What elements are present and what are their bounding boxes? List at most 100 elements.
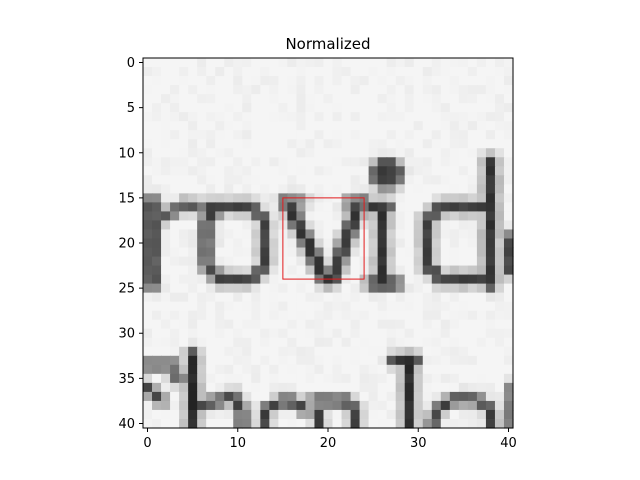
heatmap-cell [242,418,252,429]
heatmap-cell [269,274,279,285]
heatmap-cell [314,337,325,348]
heatmap-cell [179,274,189,285]
heatmap-cell [485,103,496,113]
heatmap-cell [305,310,316,321]
heatmap-cell [368,112,379,122]
heatmap-cell [305,103,316,113]
heatmap-cell [485,130,496,140]
heatmap-cell [269,58,279,68]
heatmap-cell [188,283,198,294]
heatmap-cell [386,85,397,95]
y-tick-label: 30 [118,327,135,342]
heatmap-cell [395,292,406,303]
heatmap-cell [206,103,216,113]
heatmap-cell [224,220,234,231]
heatmap-cell [458,319,469,330]
heatmap-cell [260,337,270,348]
heatmap-cell [251,139,261,149]
heatmap-cell [467,211,478,222]
heatmap-cell [206,130,216,140]
heatmap-cell [494,211,505,222]
heatmap-cell [170,400,180,411]
heatmap-cell [269,301,279,312]
heatmap-cell [314,166,325,176]
heatmap-cell [143,67,153,77]
heatmap-cell [332,139,343,149]
heatmap-cell [422,256,433,267]
heatmap-cell [404,166,415,176]
heatmap-cell [494,148,505,158]
heatmap-cell [422,121,433,131]
heatmap-cell [296,283,307,294]
heatmap-cell [161,112,171,122]
heatmap-cell [431,229,442,240]
heatmap-cell [314,247,325,258]
heatmap-cell [188,238,198,249]
heatmap-cell [233,103,243,113]
heatmap-cell [161,220,171,231]
heatmap-cell [287,175,298,185]
heatmap-cell [485,157,496,167]
heatmap-cell [431,355,442,366]
heatmap-cell [215,355,225,366]
heatmap-cell [242,409,252,420]
heatmap-cell [341,166,352,176]
heatmap-cell [404,364,415,375]
heatmap-cell [287,256,298,267]
heatmap-cell [386,220,397,231]
heatmap-cell [368,283,379,294]
heatmap-cell [269,220,279,231]
heatmap-cell [359,337,370,348]
heatmap-cell [188,130,198,140]
heatmap-cell [161,184,171,194]
heatmap-cell [197,211,207,222]
heatmap-cell [188,58,198,68]
heatmap-cell [314,139,325,149]
heatmap-cell [197,265,207,276]
heatmap-cell [179,328,189,339]
heatmap-cell [287,382,298,393]
heatmap-cell [206,409,216,420]
heatmap-cell [404,157,415,167]
heatmap-cell [458,409,469,420]
heatmap-cell [503,211,514,222]
heatmap-cell [179,382,189,393]
heatmap-cell [224,346,234,357]
heatmap-cell [260,274,270,285]
heatmap-cell [224,319,234,330]
heatmap-cell [143,391,153,402]
heatmap-cell [251,319,261,330]
heatmap-cell [278,409,288,420]
heatmap-cell [422,94,433,104]
heatmap-cell [449,175,460,185]
heatmap-cell [269,400,279,411]
heatmap-cell [377,418,388,429]
heatmap-cell [422,139,433,149]
heatmap-cell [215,211,225,222]
heatmap-cell [242,337,252,348]
heatmap-cell [242,247,252,258]
heatmap-cell [287,283,298,294]
heatmap-cell [170,211,180,222]
heatmap-cell [359,283,370,294]
heatmap-cell [287,238,298,249]
heatmap-cell [332,58,343,68]
heatmap-cell [341,58,352,68]
heatmap-cell [188,103,198,113]
heatmap-cell [161,364,171,375]
heatmap-cell [242,85,252,95]
heatmap-cell [152,265,162,276]
heatmap-cell [323,319,334,330]
heatmap-cell [395,229,406,240]
heatmap-cell [386,319,397,330]
heatmap-cell [233,229,243,240]
heatmap-cell [413,292,424,303]
heatmap-cell [287,400,298,411]
heatmap-cell [386,346,397,357]
heatmap-cell [341,85,352,95]
heatmap-cell [359,103,370,113]
heatmap-cell [395,400,406,411]
heatmap-cell [278,130,288,140]
heatmap-cell [404,418,415,429]
heatmap-cell [413,346,424,357]
